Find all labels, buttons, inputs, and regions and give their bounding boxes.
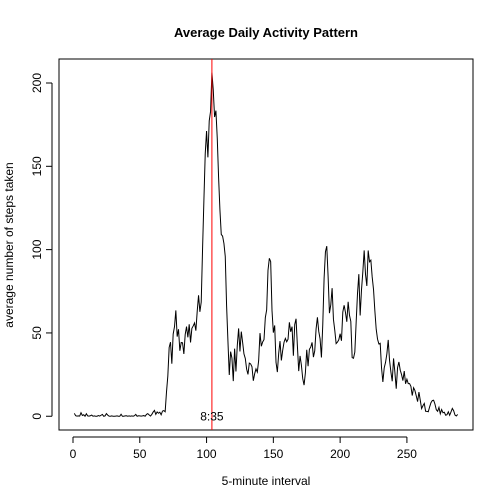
y-tick-label: 200 (30, 73, 44, 93)
y-tick-label: 100 (30, 239, 44, 259)
y-tick-label: 0 (30, 413, 44, 420)
chart-title: Average Daily Activity Pattern (174, 25, 358, 40)
y-tick-label: 150 (30, 156, 44, 176)
x-tick-label: 50 (133, 447, 147, 461)
x-tick-label: 200 (330, 447, 350, 461)
x-axis-label: 5-minute interval (222, 474, 311, 488)
annotation: 8:35 (200, 409, 224, 423)
y-tick-label: 50 (30, 326, 44, 340)
x-tick-label: 0 (70, 447, 77, 461)
y-axis-label: average number of steps taken (2, 162, 16, 327)
data-line (73, 72, 459, 418)
x-tick-label: 150 (263, 447, 283, 461)
x-tick-label: 100 (197, 447, 217, 461)
x-tick-label: 250 (397, 447, 417, 461)
plot-frame (58, 58, 474, 431)
